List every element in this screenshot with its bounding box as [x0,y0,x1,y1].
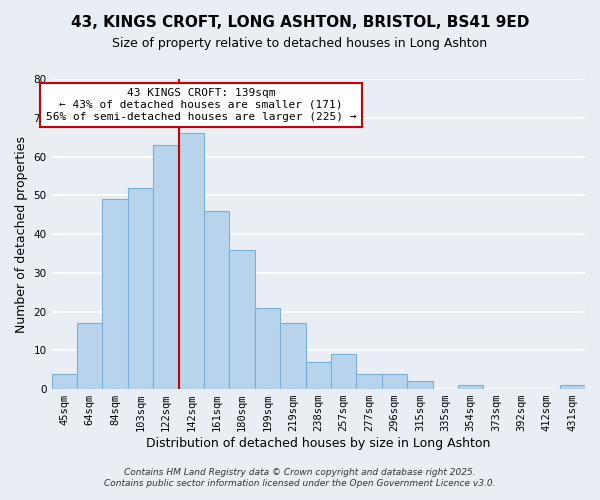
X-axis label: Distribution of detached houses by size in Long Ashton: Distribution of detached houses by size … [146,437,490,450]
Bar [255,308,280,389]
Bar [280,323,305,389]
Bar [229,250,255,389]
Bar [407,382,433,389]
Text: 43 KINGS CROFT: 139sqm
← 43% of detached houses are smaller (171)
56% of semi-de: 43 KINGS CROFT: 139sqm ← 43% of detached… [46,88,356,122]
Text: Contains HM Land Registry data © Crown copyright and database right 2025.
Contai: Contains HM Land Registry data © Crown c… [104,468,496,487]
Text: 43, KINGS CROFT, LONG ASHTON, BRISTOL, BS41 9ED: 43, KINGS CROFT, LONG ASHTON, BRISTOL, B… [71,15,529,30]
Bar [458,385,484,389]
Bar [77,323,103,389]
Bar [179,134,204,389]
Text: Size of property relative to detached houses in Long Ashton: Size of property relative to detached ho… [112,38,488,51]
Bar [153,145,179,389]
Y-axis label: Number of detached properties: Number of detached properties [15,136,28,332]
Bar [103,199,128,389]
Bar [305,362,331,389]
Bar [331,354,356,389]
Bar [356,374,382,389]
Bar [52,374,77,389]
Bar [128,188,153,389]
Bar [560,385,585,389]
Bar [204,211,229,389]
Bar [382,374,407,389]
